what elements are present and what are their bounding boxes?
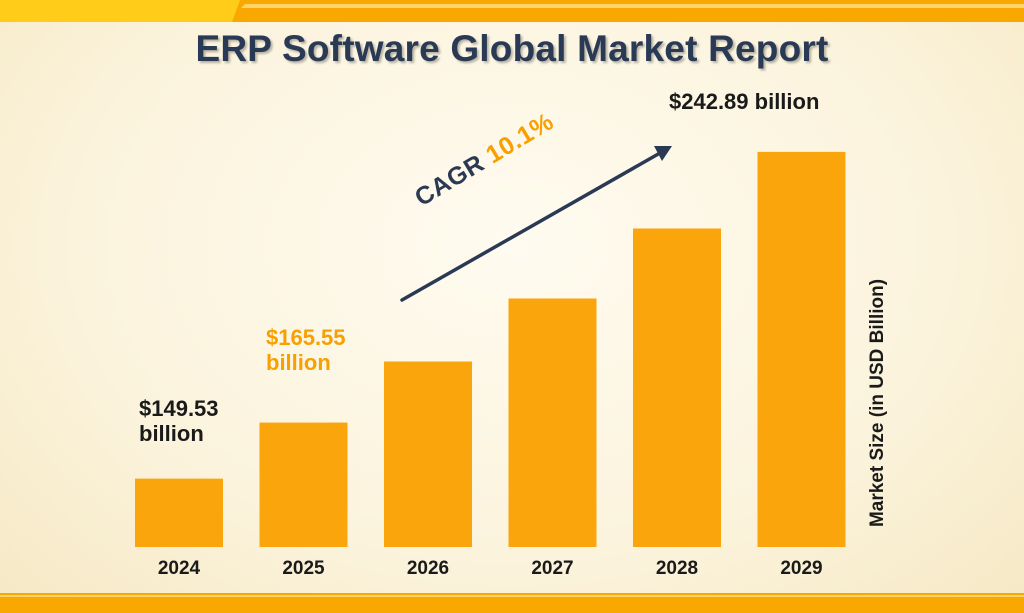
- x-tick-2026: 2026: [407, 558, 449, 579]
- bottom-decorative-band: [0, 593, 1024, 613]
- bars-group: [135, 151, 846, 547]
- chart-title: ERP Software Global Market Report: [195, 28, 829, 69]
- cagr-arrow: [400, 146, 672, 302]
- data-label-2024: $149.53 billion: [139, 396, 219, 446]
- x-tick-2025: 2025: [282, 558, 325, 579]
- bar-2029: [757, 151, 846, 547]
- bar-2025: [259, 422, 348, 547]
- data-label-2025-unit: billion: [266, 350, 331, 375]
- x-tick-2029: 2029: [780, 558, 822, 579]
- x-tick-2027: 2027: [531, 558, 573, 579]
- x-tick-2028: 2028: [656, 558, 698, 579]
- data-label-2025: $165.55 billion: [266, 325, 346, 375]
- bar-2024: [135, 478, 223, 547]
- top-decorative-band: [0, 0, 1024, 22]
- data-label-2029: $242.89 billion: [669, 89, 820, 114]
- data-label-2024-value: $149.53: [139, 396, 219, 421]
- bar-2028: [633, 228, 721, 547]
- bar-2027: [508, 298, 597, 547]
- y-axis-label: Market Size (in USD Billion): [867, 278, 888, 528]
- x-tick-2024: 2024: [158, 558, 201, 579]
- data-label-2024-unit: billion: [139, 421, 204, 446]
- bar-2026: [384, 361, 472, 547]
- x-tick-labels: 2024 2025 2026 2027 2028 2029: [158, 558, 823, 579]
- data-label-2025-value: $165.55: [266, 325, 346, 350]
